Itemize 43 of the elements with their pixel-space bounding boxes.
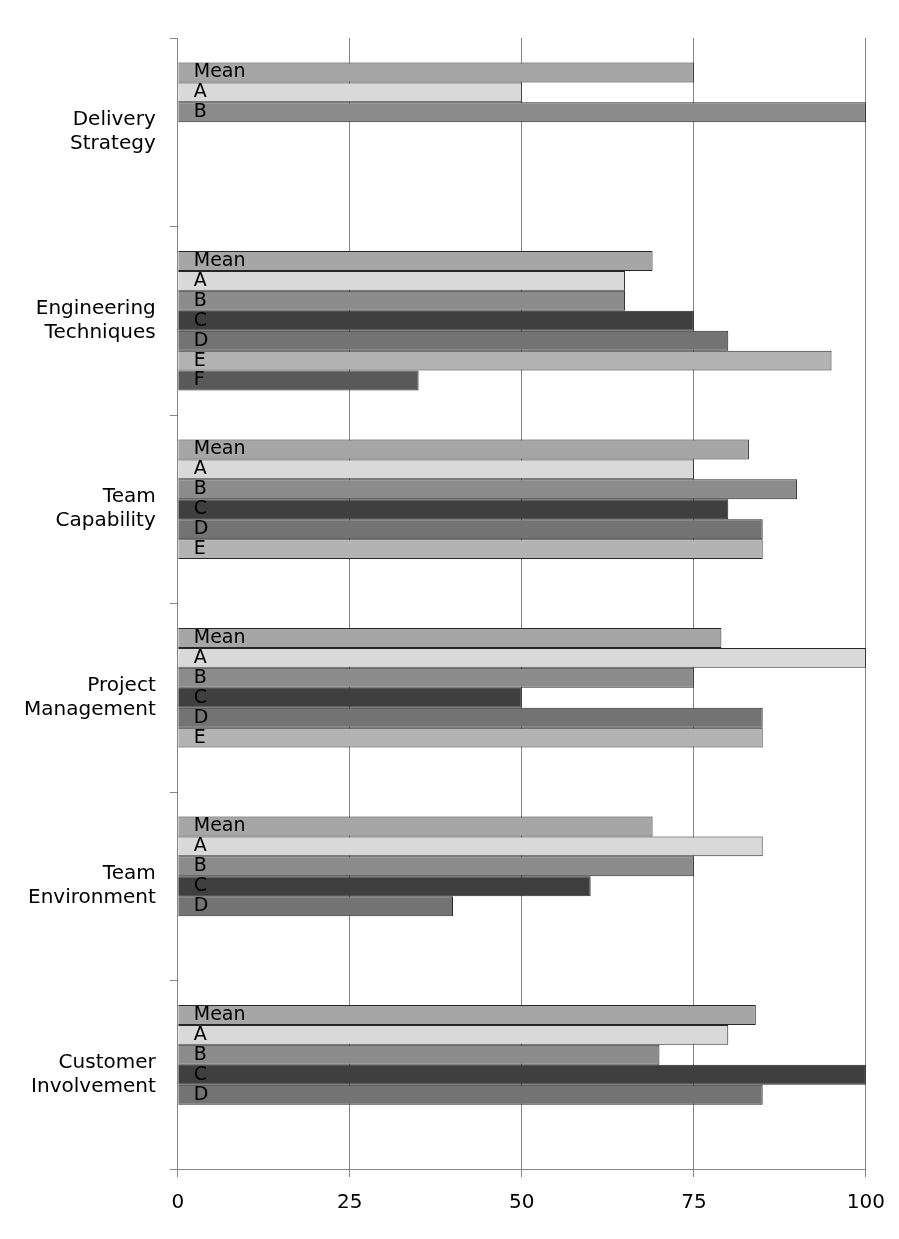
x-tick-label: 100 <box>846 1189 886 1214</box>
text: D <box>193 1081 209 1104</box>
series-label: A <box>193 644 207 667</box>
y-tick-label: Team Environment <box>28 860 156 909</box>
text: B <box>193 287 207 310</box>
x-tick-label: 0 <box>171 1189 185 1214</box>
series-label: B <box>193 664 207 687</box>
text: D <box>193 516 209 539</box>
text: E <box>193 536 206 559</box>
x-tick-label: 25 <box>337 1189 363 1214</box>
series-label: E <box>193 347 206 370</box>
text: Mean <box>193 1001 246 1024</box>
text: Mean <box>193 436 246 459</box>
text: A <box>193 267 207 290</box>
text: D <box>193 704 209 727</box>
text: D <box>193 893 209 916</box>
series-label: D <box>193 327 209 350</box>
text: A <box>193 833 207 856</box>
text: B <box>193 1041 207 1064</box>
text: A <box>193 79 207 102</box>
text: B <box>193 853 207 876</box>
y-tick-label: Team Capability <box>55 483 156 532</box>
y-tick-label: Engineering Techniques <box>35 294 156 343</box>
text: C <box>193 684 208 707</box>
text: Mean <box>193 59 246 82</box>
series-label: C <box>193 307 208 330</box>
y-tick-label: Customer Involvement <box>31 1048 157 1097</box>
text: Mean <box>193 813 246 836</box>
text: A <box>193 456 207 479</box>
series-label: F <box>193 367 205 390</box>
text: C <box>193 873 208 896</box>
text: Mean <box>193 624 246 647</box>
y-tick-label: Delivery Strategy <box>70 106 156 155</box>
text: B <box>193 476 207 499</box>
text: C <box>193 1061 208 1084</box>
text: B <box>193 99 207 122</box>
x-tick-label: 75 <box>681 1189 707 1214</box>
text: C <box>193 496 208 519</box>
y-tick-label: Project Management <box>24 671 156 720</box>
series-label: Mean <box>193 247 246 270</box>
text: E <box>193 724 206 747</box>
text: A <box>193 1021 207 1044</box>
x-tick-label: 50 <box>509 1189 535 1214</box>
